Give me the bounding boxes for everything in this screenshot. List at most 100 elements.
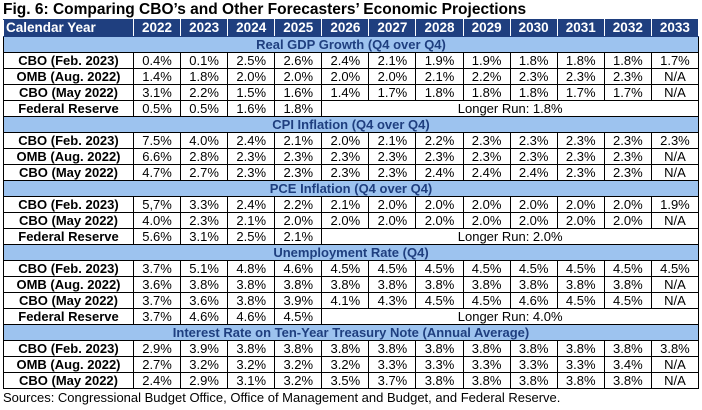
value-cell: 0.5% [180,100,229,117]
value-cell: 3.6% [132,276,182,293]
value-cell: 3.8% [462,340,511,357]
value-cell: 2.0% [321,68,370,85]
value-cell: 2.3% [368,148,417,165]
value-cell: 4.0% [132,212,182,229]
value-cell: 4.7% [132,164,182,181]
value-cell: 4.8% [227,260,276,277]
value-cell: 3.6% [180,292,229,309]
value-cell: 2.0% [321,132,370,149]
row-label: CBO (May 2022) [3,372,134,389]
value-cell: 3.2% [274,356,323,373]
value-cell: 5.1% [180,260,229,277]
value-cell: 2.3% [603,148,652,165]
row-label: Federal Reserve [3,228,134,245]
value-cell: 2.4% [462,164,511,181]
value-cell: 1.9% [415,52,464,69]
value-cell: 2.7% [132,356,182,373]
value-cell: 3.7% [132,292,182,309]
value-cell: 1.8% [415,84,464,101]
value-cell: 3.8% [274,340,323,357]
value-cell: 0.1% [180,52,229,69]
row-label: Federal Reserve [3,308,134,325]
value-cell: 2.3% [509,148,558,165]
value-cell: 2.4% [321,52,370,69]
value-cell: 3.3% [368,356,417,373]
value-cell: 3.2% [274,372,323,389]
value-cell: 2.0% [462,212,511,229]
value-cell: 2.3% [603,132,652,149]
value-cell: 4.5% [415,292,464,309]
value-cell: 2.0% [415,196,464,213]
section-header-row: Unemployment Rate (Q4) [3,244,699,261]
value-cell: 2.2% [274,196,323,213]
value-cell: 1.4% [132,68,182,85]
value-cell: 0.4% [132,52,182,69]
table-row: CBO (Feb. 2023) 5,7% 3.3% 2.4% 2.2% 2.1% 2.0% 2… [3,196,700,213]
value-cell: 7.5% [132,132,182,149]
header-year: 2032 [603,19,652,37]
value-cell: 2.9% [180,372,229,389]
section-title: CPI Inflation (Q4 over Q4) [3,116,699,133]
value-cell: 2.0% [415,212,464,229]
table-row: CBO (May 2022) 3.1% 2.2% 1.5% 1.6% 1.4% 1.7% 1.… [3,84,700,101]
section-title: Real GDP Growth (Q4 over Q4) [3,36,699,53]
table-row: CBO (Feb. 2023) 3.7% 5.1% 4.8% 4.6% 4.5% 4.5% 4… [3,260,700,277]
value-cell: 3.8% [368,340,417,357]
table-row: CBO (May 2022) 3.7% 3.6% 3.8% 3.9% 4.1% 4.3% 4.… [3,292,700,309]
section-title: PCE Inflation (Q4 over Q4) [3,180,699,197]
value-cell: 4.3% [368,292,417,309]
value-cell: 2.2% [415,132,464,149]
value-cell: 4.5% [556,260,605,277]
value-cell: 3.8% [415,340,464,357]
value-cell: 4.5% [556,292,605,309]
header-year: 2023 [180,19,229,37]
value-cell: 2.1% [274,132,323,149]
value-cell: 3.3% [509,356,558,373]
value-cell: 2.3% [227,148,276,165]
row-label: Federal Reserve [3,100,134,117]
header-year: 2026 [321,19,370,37]
header-year: 2033 [650,19,700,37]
value-cell: 1.6% [227,100,276,117]
value-cell: 1.8% [462,84,511,101]
value-cell: 1.4% [321,84,370,101]
value-cell: 3.1% [132,84,182,101]
table-row: OMB (Aug. 2022) 6.6% 2.8% 2.3% 2.3% 2.3% 2.3% 2… [3,148,700,165]
value-cell: 2.3% [603,164,652,181]
section-header-row: Interest Rate on Ten-Year Treasury Note … [3,324,699,341]
value-cell: 1.7% [603,84,652,101]
value-cell: 2.3% [556,68,605,85]
value-cell: 4.6% [274,260,323,277]
value-cell: 4.5% [509,260,558,277]
value-cell: 4.1% [321,292,370,309]
value-cell: 4.5% [462,260,511,277]
value-cell: 5,7% [132,196,182,213]
sources-note: Sources: Congressional Budget Office, Of… [3,390,561,405]
value-cell: 1.5% [227,84,276,101]
header-year: 2022 [132,19,182,37]
value-cell: 4.0% [180,132,229,149]
value-cell: 3.7% [132,308,182,325]
value-cell: 2.5% [227,228,276,245]
value-cell: 2.3% [556,132,605,149]
value-cell: N/A [650,356,700,373]
value-cell: 4.5% [603,260,652,277]
value-cell: 2.6% [274,52,323,69]
value-cell: 2.0% [509,212,558,229]
value-cell: 1.8% [603,52,652,69]
value-cell: 3.2% [227,356,276,373]
value-cell: 2.0% [368,68,417,85]
value-cell: 2.3% [462,132,511,149]
header-year: 2027 [368,19,417,37]
value-cell: 3.3% [415,356,464,373]
value-cell: N/A [650,212,700,229]
value-cell: 3.1% [227,372,276,389]
value-cell: 3.5% [321,372,370,389]
section-header-row: CPI Inflation (Q4 over Q4) [3,116,699,133]
value-cell: 4.5% [321,260,370,277]
value-cell: 2.2% [180,84,229,101]
value-cell: 2.1% [368,52,417,69]
value-cell: 3.3% [180,196,229,213]
value-cell: 2.1% [415,68,464,85]
